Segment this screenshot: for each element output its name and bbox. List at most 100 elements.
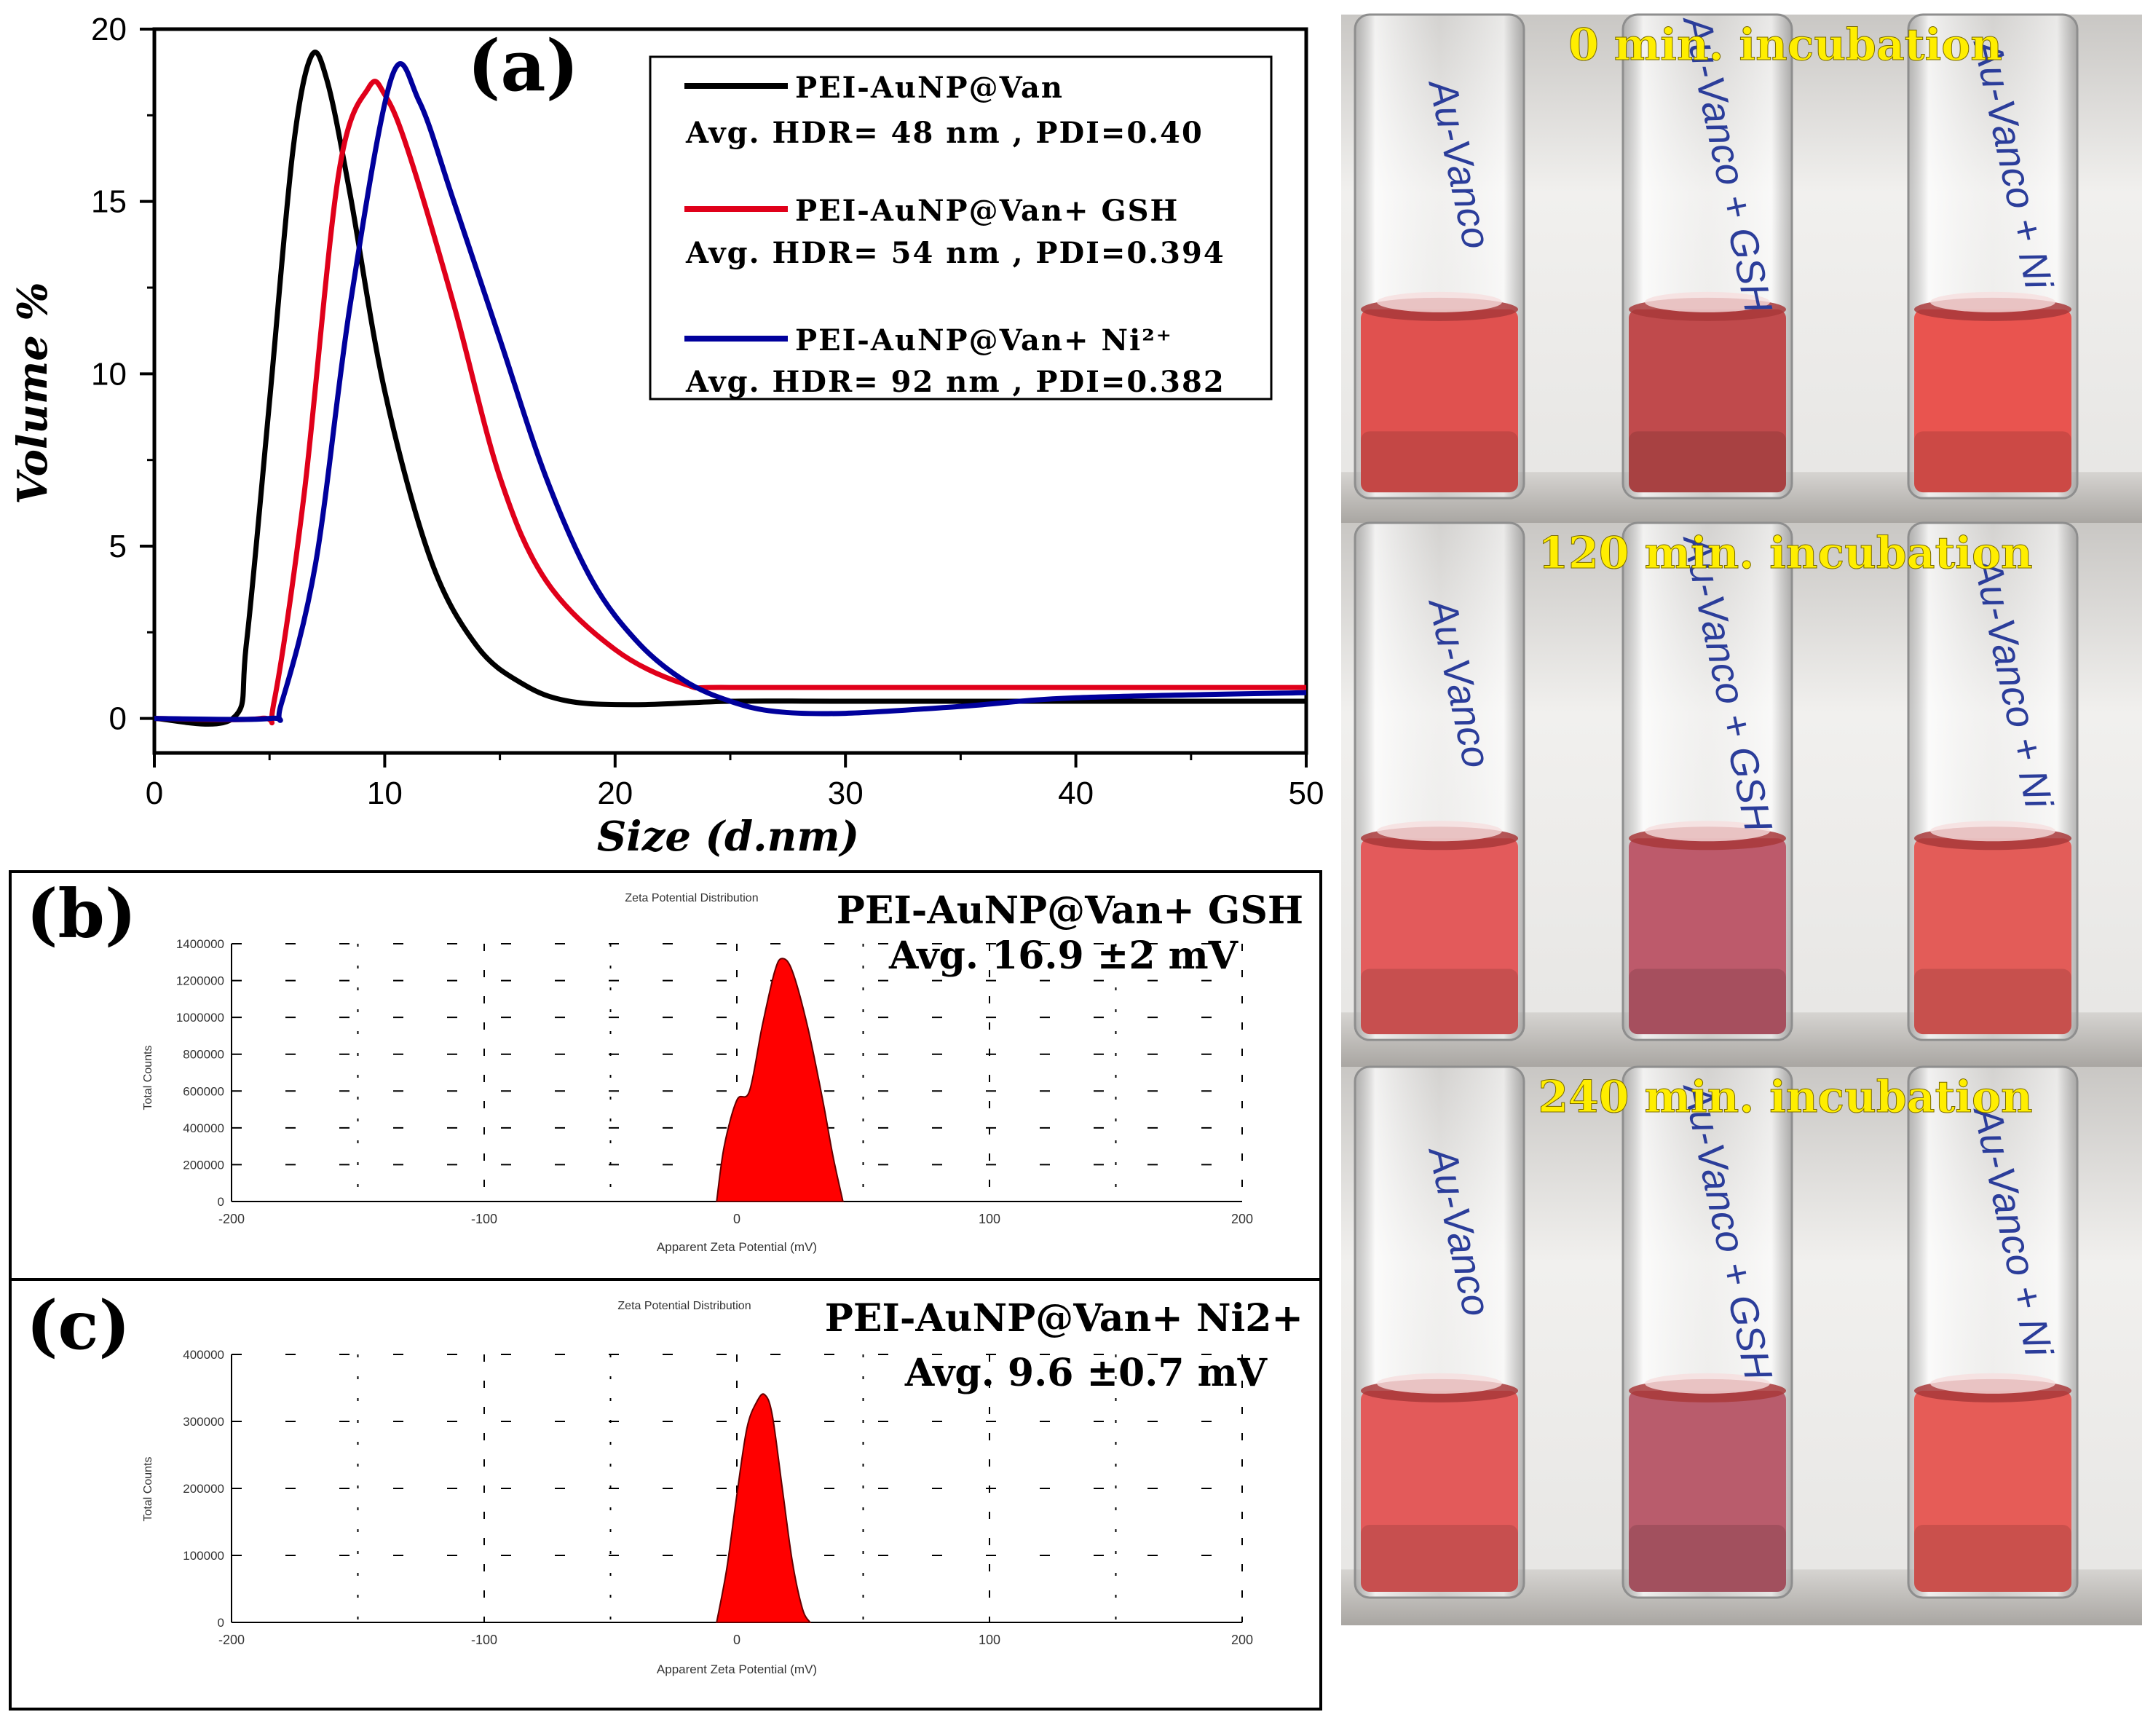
series-line-3 (154, 61, 1307, 723)
panel-c-grid (231, 1354, 1243, 1622)
x-tick-label-0: 0 (146, 776, 163, 811)
panel-a-ticks (140, 28, 1308, 768)
legend-detail-series-1: Avg. HDR= 48 nm , PDI=0.40 (685, 116, 1204, 150)
panel-c-distribution-area (716, 1393, 812, 1623)
tube-meniscus-highlight (1645, 291, 1770, 312)
legend-detail-series-2: Avg. HDR= 54 nm , PDI=0.394 (685, 236, 1225, 270)
tube-liquid-shade (1914, 968, 2071, 1035)
y-tick-label: 0 (218, 1195, 224, 1209)
panel-b-chart-title: Zeta Potential Distribution (625, 892, 758, 904)
tube-2: Au-Vanco + GSH (1621, 10, 1793, 500)
x-tick-label-20: 20 (597, 776, 633, 811)
panel-c-zeta-chart: (c) Zeta Potential Distribution PEI-AuNP… (9, 1278, 1322, 1711)
series-line-2 (154, 79, 1306, 726)
tube-liquid (1629, 309, 1786, 493)
panel-c-y-axis-label: Total Counts (142, 1457, 154, 1522)
tube-liquid (1361, 309, 1518, 493)
x-tick-label--100: -100 (471, 1633, 497, 1647)
panel-c-subheader: Avg. 9.6 ±0.7 mV (904, 1351, 1268, 1395)
tube-1: Au-Vanco (1354, 521, 1525, 1041)
tube-liquid-shade (1361, 1524, 1518, 1592)
x-tick-label-100: 100 (979, 1633, 1000, 1647)
y-tick-label: 200000 (183, 1482, 224, 1496)
x-tick-label-40: 40 (1058, 776, 1094, 811)
legend-box (649, 55, 1273, 401)
panel-b-x-axis-label: Apparent Zeta Potential (mV) (657, 1240, 817, 1254)
y-tick-label: 1000000 (176, 1011, 224, 1025)
photo-panel-1: Au-Vanco Au-Vanco + GSH Au-Vanco + Ni0 min… (1341, 10, 2142, 523)
panel-b-y-axis-label: Total Counts (142, 1046, 154, 1110)
y-tick-label-0: 0 (109, 701, 127, 737)
panel-b-border (9, 870, 1322, 1281)
incubation-label-2: 120 min. incubation (1538, 528, 2032, 579)
y-tick-label: 800000 (183, 1048, 224, 1062)
tube-liquid-shade (1629, 968, 1786, 1035)
y-tick-label: 1400000 (176, 937, 224, 951)
tube-meniscus-highlight (1377, 821, 1502, 842)
y-tick-label: 300000 (183, 1415, 224, 1429)
tube-meniscus-highlight (1930, 821, 2055, 842)
tube-meniscus-highlight (1377, 1373, 1502, 1394)
panel-c-x-axis-label: Apparent Zeta Potential (mV) (657, 1662, 817, 1676)
panel-a-series-lines (154, 50, 1307, 727)
tube-1: Au-Vanco (1354, 13, 1525, 500)
x-tick-label--200: -200 (218, 1633, 245, 1647)
panel-c-header: PEI-AuNP@Van+ Ni2+ (825, 1296, 1303, 1341)
tube-liquid-shade (1914, 1524, 2071, 1592)
y-tick-label: 0 (218, 1616, 224, 1630)
legend-label-series-1: PEI-AuNP@Van (795, 71, 1064, 105)
x-tick-label-200: 200 (1231, 1212, 1253, 1226)
tube-meniscus-highlight (1930, 1373, 2055, 1394)
panel-a-label: (a) (467, 25, 579, 107)
tube-3: Au-Vanco + Ni (1907, 13, 2079, 500)
tube-liquid (1629, 1390, 1786, 1592)
x-tick-label-50: 50 (1289, 776, 1324, 811)
y-tick-label: 200000 (183, 1158, 224, 1172)
panel-c-tick-labels: -200 -100 0 100 200 0 100000 200000 300000 400000 (183, 1348, 1253, 1647)
x-tick-label-100: 100 (979, 1212, 1000, 1226)
tube-liquid-shade (1629, 431, 1786, 493)
tube-1: Au-Vanco (1354, 1065, 1525, 1599)
x-tick-label-0: 0 (733, 1212, 740, 1226)
tube-2: Au-Vanco + GSH (1621, 1065, 1793, 1599)
tube-liquid (1914, 838, 2071, 1035)
panel-a-x-tick-labels: 0 10 20 30 40 50 (146, 776, 1324, 811)
tube-liquid (1361, 838, 1518, 1035)
y-tick-label: 400000 (183, 1348, 224, 1362)
y-tick-label: 400000 (183, 1121, 224, 1135)
panel-a-dls-chart: 0 10 20 30 40 50 0 5 10 15 20 (a) Size (d.nm) Vol… (9, 12, 1324, 861)
y-tick-label-5: 5 (109, 529, 127, 564)
tube-2: Au-Vanco + GSH (1621, 521, 1793, 1041)
panel-b-distribution-area (716, 958, 844, 1202)
tube-meniscus-highlight (1377, 291, 1502, 312)
panel-a-y-axis-label: Volume % (9, 282, 57, 504)
x-tick-label-0: 0 (733, 1633, 740, 1647)
tube-liquid (1629, 838, 1786, 1035)
legend-label-series-2: PEI-AuNP@Van+ GSH (795, 194, 1179, 228)
panel-b-tick-labels: -200 -100 0 100 200 0 200000 400000 600000 800000… (176, 937, 1253, 1226)
incubation-label-1: 0 min. incubation (1568, 20, 2002, 71)
panel-a-legend: PEI-AuNP@Van Avg. HDR= 48 nm , PDI=0.40 … (649, 55, 1273, 401)
tube-liquid-shade (1629, 1524, 1786, 1592)
panel-a-y-tick-labels: 0 5 10 15 20 (91, 12, 127, 737)
tube-liquid-shade (1361, 968, 1518, 1035)
tube-meniscus-highlight (1930, 291, 2055, 312)
panel-c-border (9, 1278, 1322, 1711)
panel-c-chart-title: Zeta Potential Distribution (617, 1300, 751, 1312)
legend-label-series-3: PEI-AuNP@Van+ Ni²⁺ (795, 323, 1173, 358)
panel-b-header: PEI-AuNP@Van+ GSH (837, 888, 1303, 933)
y-tick-label-15: 15 (91, 184, 127, 220)
panel-a-x-axis-label: Size (d.nm) (597, 813, 859, 861)
panel-c-label: (c) (26, 1286, 130, 1365)
tube-3: Au-Vanco + Ni (1907, 521, 2079, 1041)
incubation-label-3: 240 min. incubation (1538, 1072, 2032, 1123)
x-tick-label--100: -100 (471, 1212, 497, 1226)
tube-photos: Au-Vanco Au-Vanco + GSH Au-Vanco + Ni0 min… (1341, 10, 2142, 1625)
panel-b-label: (b) (26, 875, 136, 953)
x-tick-label--200: -200 (218, 1212, 245, 1226)
x-tick-label-200: 200 (1231, 1633, 1253, 1647)
tube-liquid (1914, 309, 2071, 493)
